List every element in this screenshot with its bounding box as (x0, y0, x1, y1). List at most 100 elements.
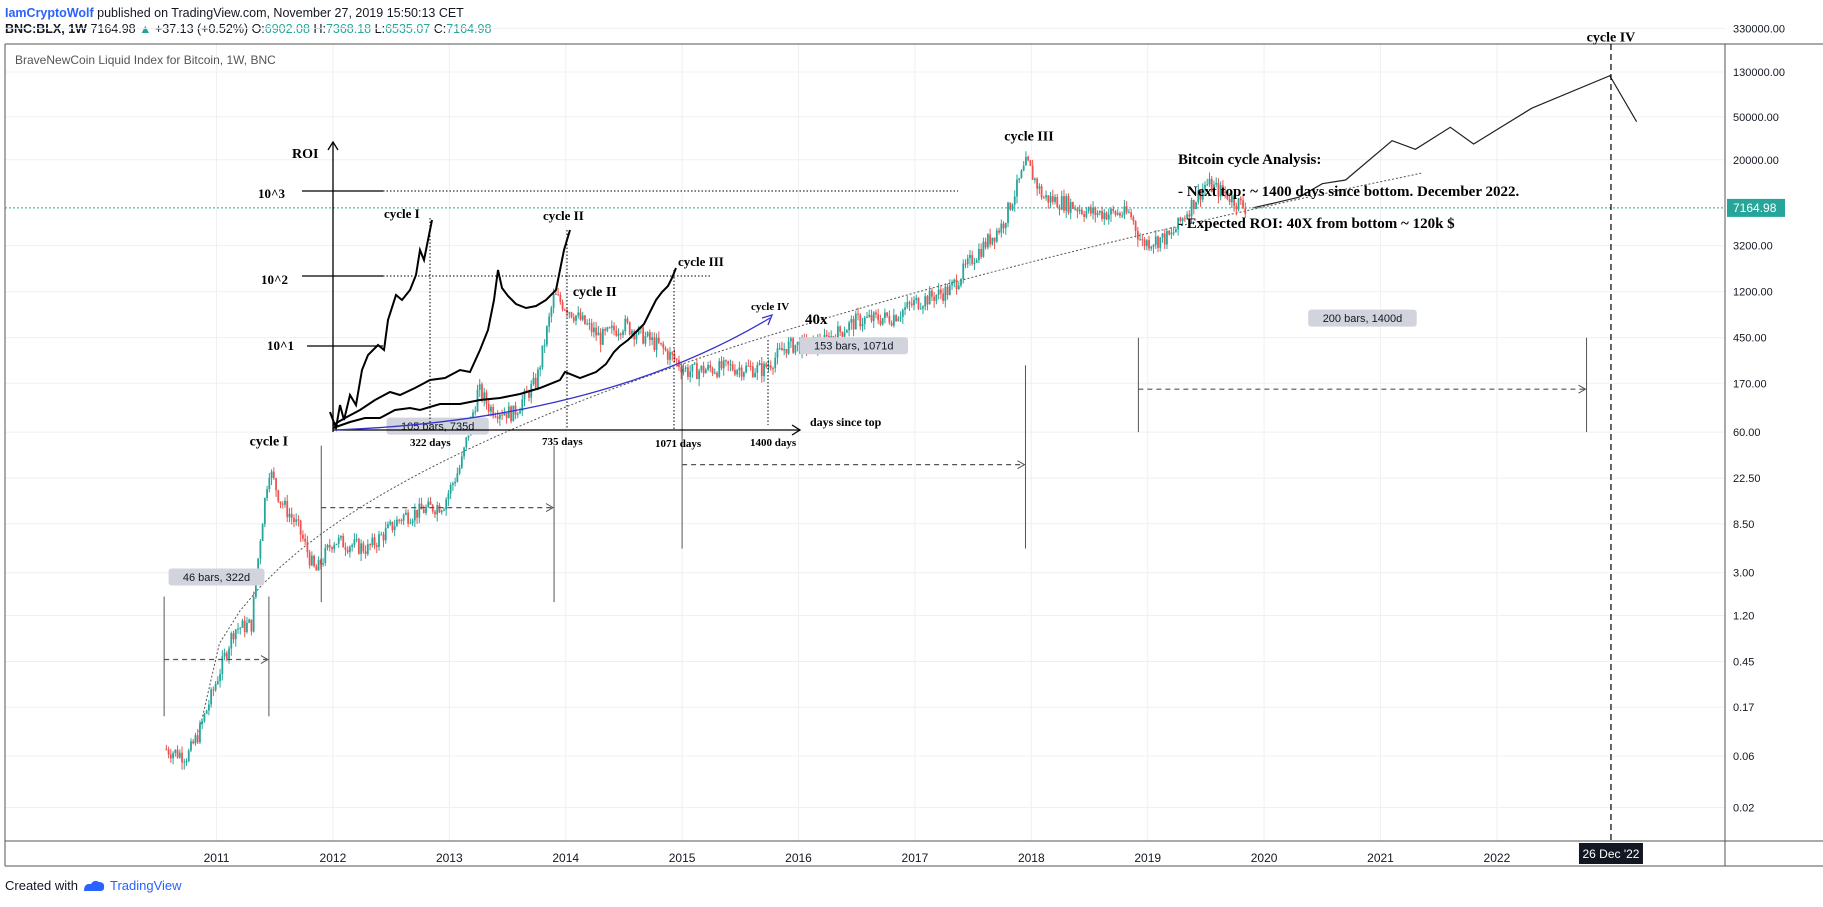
candle-body (190, 741, 192, 751)
candle-body (1222, 185, 1224, 192)
candle-body (333, 544, 336, 550)
candle-body (872, 312, 875, 321)
candle-body (474, 411, 477, 413)
candle-body (731, 364, 734, 370)
price-axis[interactable]: 260000000.00100000000.0040000000.0016000… (1733, 0, 1803, 815)
candle-body (447, 493, 450, 500)
candle-body (425, 507, 427, 514)
candle-body (214, 684, 217, 690)
candle-body (545, 326, 548, 345)
price-tick-label: 170.00 (1733, 378, 1767, 390)
measure-arrow-icon (260, 655, 269, 664)
candle-body (734, 369, 736, 375)
time-tick-label: 2014 (552, 851, 579, 865)
candle-body (1213, 184, 1215, 192)
footer-brand[interactable]: TradingView (109, 878, 182, 893)
candle-body (1042, 197, 1045, 199)
candle-body (281, 503, 284, 505)
candle-body (848, 322, 850, 331)
candle-body (951, 281, 953, 286)
candle-body (1027, 156, 1030, 161)
candle-body (308, 552, 311, 566)
candle-body (272, 471, 275, 479)
candle-body (989, 234, 992, 245)
candle-body (460, 456, 463, 468)
candle-body (192, 741, 195, 744)
candle-body (892, 315, 895, 326)
candle-body (194, 735, 197, 744)
symbol-label[interactable]: BNC:BLX, 1W (5, 22, 87, 36)
measure-arrow-icon (545, 503, 555, 513)
candle-body (456, 473, 459, 482)
candle-body (243, 620, 246, 633)
candle-body (516, 413, 519, 415)
candle-body (1085, 211, 1088, 217)
candle-body (917, 297, 920, 309)
candle-body (604, 329, 606, 331)
candle-body (284, 500, 286, 505)
trend-curve (198, 172, 1422, 733)
candle-body (492, 406, 495, 417)
candle-body (1119, 213, 1121, 216)
candle-body (252, 597, 255, 632)
candle-body (299, 520, 302, 535)
candle-body (185, 761, 188, 763)
candle-body (306, 541, 309, 553)
candle-body (1244, 207, 1247, 215)
candle-body (1058, 207, 1061, 210)
price-tick-label: 0.06 (1733, 751, 1754, 763)
candle-body (584, 315, 586, 324)
candle-body (501, 414, 504, 416)
candle-body (1033, 178, 1036, 180)
author-name[interactable]: IamCryptoWolf (5, 6, 94, 20)
inset-label-cycle-4: cycle IV (751, 301, 789, 313)
candle-body (353, 539, 356, 545)
candle-body (315, 566, 318, 571)
measure-badge (168, 568, 265, 586)
candle-body (498, 414, 501, 419)
candle-body (646, 332, 649, 337)
candle-body (718, 361, 721, 377)
candle-body (700, 365, 703, 371)
candle-body (1067, 196, 1070, 213)
candle-body (595, 327, 598, 336)
candle-body (1031, 165, 1034, 180)
candle-body (458, 467, 461, 474)
candle-body (183, 761, 186, 763)
candle-body (1215, 183, 1218, 185)
time-axis[interactable]: 2011 2012 2013 2014 2015 2016 2017 2018 2019 2020… (204, 851, 1511, 865)
candle-body (875, 312, 877, 315)
candle-body (704, 369, 707, 374)
candle-body (1063, 196, 1065, 211)
candle-body (702, 365, 705, 374)
candle-body (241, 620, 244, 628)
candle-body (436, 505, 439, 515)
candle-body (366, 544, 369, 555)
candle-body (781, 348, 783, 351)
candle-body (861, 323, 864, 327)
candle-body (919, 308, 922, 310)
candle-body (1056, 196, 1059, 208)
candle-body (1105, 212, 1108, 220)
candle-body (787, 341, 790, 354)
candle-body (328, 544, 331, 548)
candle-body (729, 364, 732, 366)
candle-body (440, 510, 443, 513)
candle-body (1047, 195, 1050, 203)
candle-body (1166, 230, 1168, 245)
candle-body (324, 548, 327, 564)
close-label: C: (433, 22, 447, 36)
candle-body (637, 327, 640, 335)
candle-body (756, 365, 759, 373)
candle-body (962, 263, 965, 279)
inset-x-arrow-icon (791, 424, 802, 436)
candle-body (1154, 236, 1157, 245)
price-tick-label: 0.17 (1733, 702, 1754, 714)
candle-body (886, 312, 889, 316)
candle-body (270, 471, 273, 478)
candle-body (207, 704, 210, 711)
candle-body (467, 435, 470, 438)
candle-body (742, 372, 745, 377)
candle-body (1228, 198, 1231, 203)
